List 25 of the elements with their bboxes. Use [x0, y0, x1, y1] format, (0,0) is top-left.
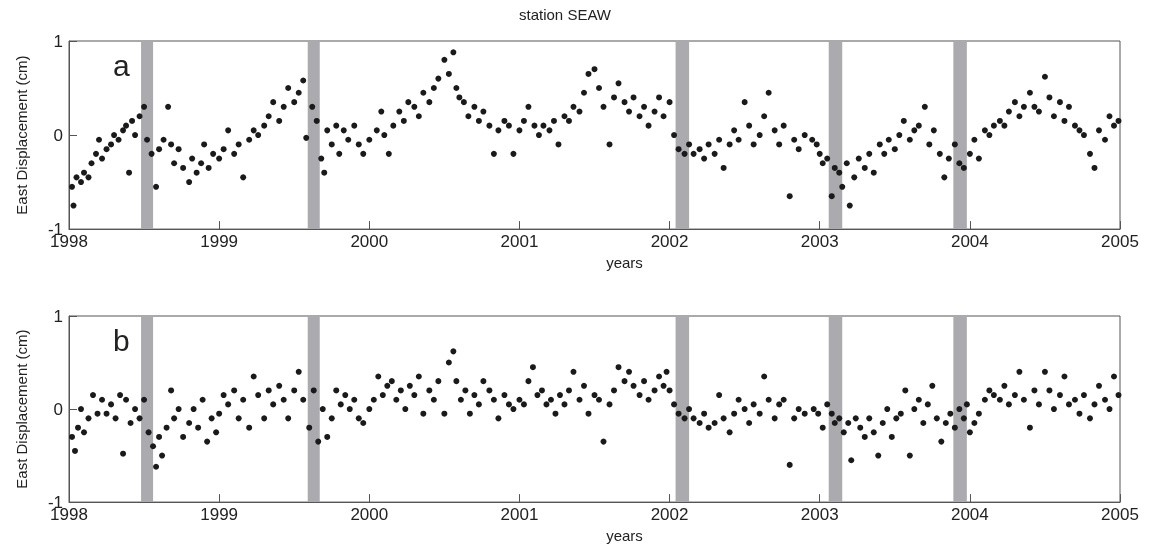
y-tick-label: 0: [53, 399, 63, 419]
x-tick-label: 2004: [950, 505, 989, 525]
x-axis-title: years: [606, 254, 643, 271]
x-tick-label: 2001: [500, 232, 539, 252]
x-tick-label: 2005: [1101, 505, 1139, 525]
annotation: b: [113, 323, 130, 357]
x-tick-label: 2003: [800, 232, 839, 252]
x-axis-title: years: [606, 527, 643, 544]
annotation: a: [113, 48, 130, 82]
x-tick-label: 2002: [650, 505, 689, 525]
x-tick-label: 1999: [200, 232, 239, 252]
x-tick-label: 2002: [650, 232, 689, 252]
x-tick-label: 2000: [350, 505, 389, 525]
x-tick-label: 2003: [800, 505, 839, 525]
y-tick-label: 1: [53, 31, 63, 51]
x-tick-label: 2000: [350, 232, 389, 252]
y-axis-title: East Displacement (cm): [13, 329, 30, 489]
x-tick-label: 1999: [200, 505, 239, 525]
y-tick-label: 0: [53, 125, 63, 145]
chart-title: station SEAW: [519, 6, 612, 23]
x-tick-label: 2001: [500, 505, 539, 525]
y-tick-label: 1: [53, 306, 63, 326]
y-axis-title: East Displacement (cm): [13, 55, 30, 215]
x-tick-label: 2005: [1101, 232, 1139, 252]
x-tick-label: 2004: [950, 232, 989, 252]
